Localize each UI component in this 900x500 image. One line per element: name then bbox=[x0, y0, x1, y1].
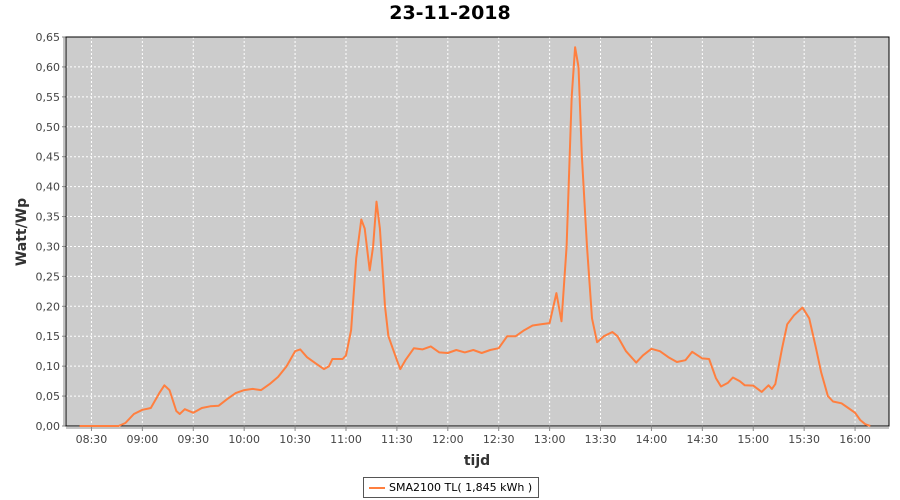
legend: SMA2100 TL( 1,845 kWh ) bbox=[363, 477, 539, 498]
x-tick-label: 11:30 bbox=[381, 433, 413, 446]
y-tick-label: 0,15 bbox=[36, 330, 61, 343]
x-tick-label: 09:00 bbox=[127, 433, 159, 446]
x-tick-label: 11:00 bbox=[330, 433, 362, 446]
y-tick-label: 0,55 bbox=[36, 91, 61, 104]
y-tick-label: 0,40 bbox=[36, 181, 61, 194]
y-tick-label: 0,00 bbox=[36, 420, 61, 433]
x-tick-label: 15:30 bbox=[788, 433, 820, 446]
legend-label: SMA2100 TL( 1,845 kWh ) bbox=[389, 481, 533, 494]
y-tick-label: 0,60 bbox=[36, 61, 61, 74]
plot-area bbox=[66, 37, 889, 426]
legend-swatch bbox=[369, 486, 385, 489]
plot-border bbox=[65, 36, 890, 427]
x-tick-label: 16:00 bbox=[839, 433, 871, 446]
y-tick-label: 0,05 bbox=[36, 390, 61, 403]
x-tick-label: 12:30 bbox=[483, 433, 515, 446]
x-tick-label: 09:30 bbox=[177, 433, 209, 446]
x-tick-label: 14:00 bbox=[636, 433, 668, 446]
y-tick-label: 0,20 bbox=[36, 300, 61, 313]
x-tick-label: 10:30 bbox=[279, 433, 311, 446]
x-tick-label: 13:30 bbox=[585, 433, 617, 446]
y-tick-label: 0,30 bbox=[36, 240, 61, 253]
series-line bbox=[79, 46, 871, 427]
chart-title: 23-11-2018 bbox=[389, 2, 511, 24]
x-tick-label: 08:30 bbox=[76, 433, 108, 446]
x-tick-label: 15:00 bbox=[737, 433, 769, 446]
x-tick-label: 12:00 bbox=[432, 433, 464, 446]
y-tick-label: 0,10 bbox=[36, 360, 61, 373]
y-axis-label: Watt/Wp bbox=[14, 198, 30, 266]
y-tick-label: 0,25 bbox=[36, 270, 61, 283]
x-axis-label: tijd bbox=[464, 453, 490, 469]
y-tick-label: 0,50 bbox=[36, 121, 61, 134]
x-tick-label: 10:00 bbox=[228, 433, 260, 446]
y-tick-label: 0,35 bbox=[36, 211, 61, 224]
y-tick-label: 0,45 bbox=[36, 151, 61, 164]
x-tick-label: 14:30 bbox=[686, 433, 718, 446]
y-tick-label: 0,65 bbox=[36, 31, 61, 44]
x-tick-label: 13:00 bbox=[534, 433, 566, 446]
